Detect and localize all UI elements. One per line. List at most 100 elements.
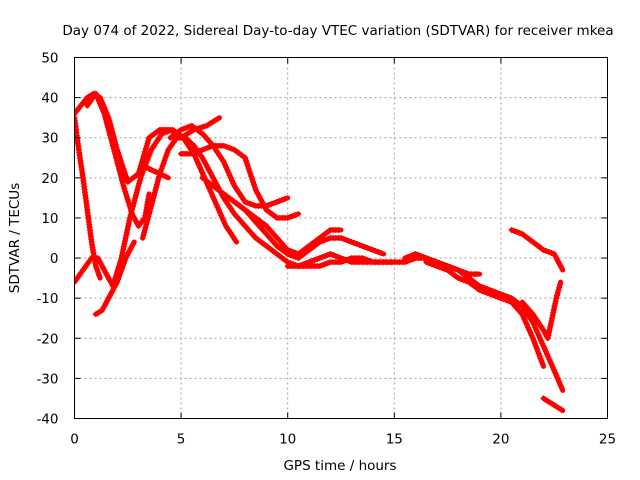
data-point-marker xyxy=(557,406,564,413)
y-tick-label: 20 xyxy=(41,171,58,187)
data-point-marker xyxy=(545,354,552,360)
data-point-marker xyxy=(112,151,119,158)
data-point-marker xyxy=(244,199,251,206)
data-point-marker xyxy=(463,278,470,285)
data-point-marker xyxy=(199,169,206,176)
series-line xyxy=(509,227,566,273)
data-point-marker xyxy=(343,237,350,243)
data-point-marker xyxy=(530,337,537,344)
data-point-marker xyxy=(542,348,549,355)
data-point-marker xyxy=(243,160,250,167)
data-point-marker xyxy=(221,220,228,227)
data-point-marker xyxy=(540,343,547,350)
data-point-marker xyxy=(216,209,223,216)
data-point-marker xyxy=(242,157,249,164)
data-point-marker xyxy=(123,194,130,201)
data-point-marker xyxy=(364,245,371,251)
data-point-marker xyxy=(251,184,258,191)
data-point-marker xyxy=(356,242,363,248)
data-point-marker xyxy=(124,226,131,233)
data-point-marker xyxy=(431,262,438,269)
data-point-marker xyxy=(548,318,555,325)
data-point-marker xyxy=(224,166,231,173)
data-point-marker xyxy=(528,332,535,339)
data-point-marker xyxy=(106,129,113,136)
data-point-marker xyxy=(194,158,201,165)
data-point-marker xyxy=(118,265,125,272)
y-tick-label: -30 xyxy=(36,371,58,387)
data-point-marker xyxy=(346,256,352,263)
data-point-marker xyxy=(104,121,111,128)
data-point-marker xyxy=(340,258,347,265)
data-point-marker xyxy=(513,229,520,235)
series-pass-e xyxy=(84,90,152,229)
data-point-marker xyxy=(550,309,557,316)
data-point-marker xyxy=(130,200,137,207)
data-point-marker xyxy=(195,161,202,168)
plot-frame xyxy=(74,57,608,419)
data-point-marker xyxy=(554,292,560,299)
data-point-marker xyxy=(541,346,548,352)
data-point-marker xyxy=(119,180,126,186)
data-point-marker xyxy=(186,123,193,130)
data-point-marker xyxy=(535,332,542,339)
data-point-marker xyxy=(245,165,252,172)
data-point-marker xyxy=(553,295,560,302)
data-point-marker xyxy=(292,254,299,261)
data-point-marker xyxy=(225,169,232,176)
data-point-marker xyxy=(319,262,326,269)
data-point-marker xyxy=(319,238,326,244)
data-point-marker xyxy=(552,298,559,304)
data-point-marker xyxy=(110,145,117,152)
data-point-marker xyxy=(248,173,255,180)
data-point-marker xyxy=(546,326,553,333)
y-tick-label: 30 xyxy=(41,131,58,147)
series-pass-b xyxy=(74,114,103,281)
data-point-marker xyxy=(101,110,108,117)
data-point-marker xyxy=(183,124,190,131)
data-point-marker xyxy=(125,223,132,230)
data-point-marker xyxy=(119,177,125,184)
data-point-marker xyxy=(163,152,170,159)
data-point-marker xyxy=(529,319,536,326)
data-point-marker xyxy=(116,273,122,280)
data-point-marker xyxy=(151,189,158,196)
y-tick-label: -10 xyxy=(36,291,58,307)
data-point-marker xyxy=(497,295,504,302)
data-point-marker xyxy=(142,224,149,231)
data-point-marker xyxy=(105,126,112,133)
x-tick-label: 0 xyxy=(70,432,79,448)
data-point-marker xyxy=(207,188,214,195)
data-point-marker xyxy=(287,213,294,220)
data-point-marker xyxy=(520,313,527,320)
data-point-marker xyxy=(359,255,366,262)
data-point-marker xyxy=(144,219,150,225)
data-point-marker xyxy=(284,214,291,221)
data-point-marker xyxy=(338,259,344,266)
data-point-marker xyxy=(144,140,151,147)
data-point-marker xyxy=(330,252,336,258)
data-point-marker xyxy=(316,255,323,262)
data-point-marker xyxy=(492,293,499,300)
data-point-marker xyxy=(549,312,556,319)
data-point-marker xyxy=(359,243,366,249)
data-point-marker xyxy=(545,249,552,255)
data-point-marker xyxy=(362,244,368,250)
data-point-marker xyxy=(316,239,323,245)
data-point-marker xyxy=(455,275,462,282)
data-point-marker xyxy=(158,165,165,172)
data-point-marker xyxy=(500,296,507,303)
data-point-marker xyxy=(558,264,565,271)
data-point-marker xyxy=(178,126,185,133)
data-point-marker xyxy=(489,292,496,299)
data-point-marker xyxy=(420,254,427,261)
data-point-marker xyxy=(511,228,518,234)
y-axis-label: SDTVAR / TECUs xyxy=(7,183,23,293)
plot-series xyxy=(74,90,566,413)
data-point-marker xyxy=(539,340,546,347)
y-tick-label: 40 xyxy=(41,91,58,107)
data-point-marker xyxy=(250,181,257,188)
data-point-marker xyxy=(354,241,360,247)
data-point-marker xyxy=(164,128,171,135)
data-point-marker xyxy=(544,335,551,342)
